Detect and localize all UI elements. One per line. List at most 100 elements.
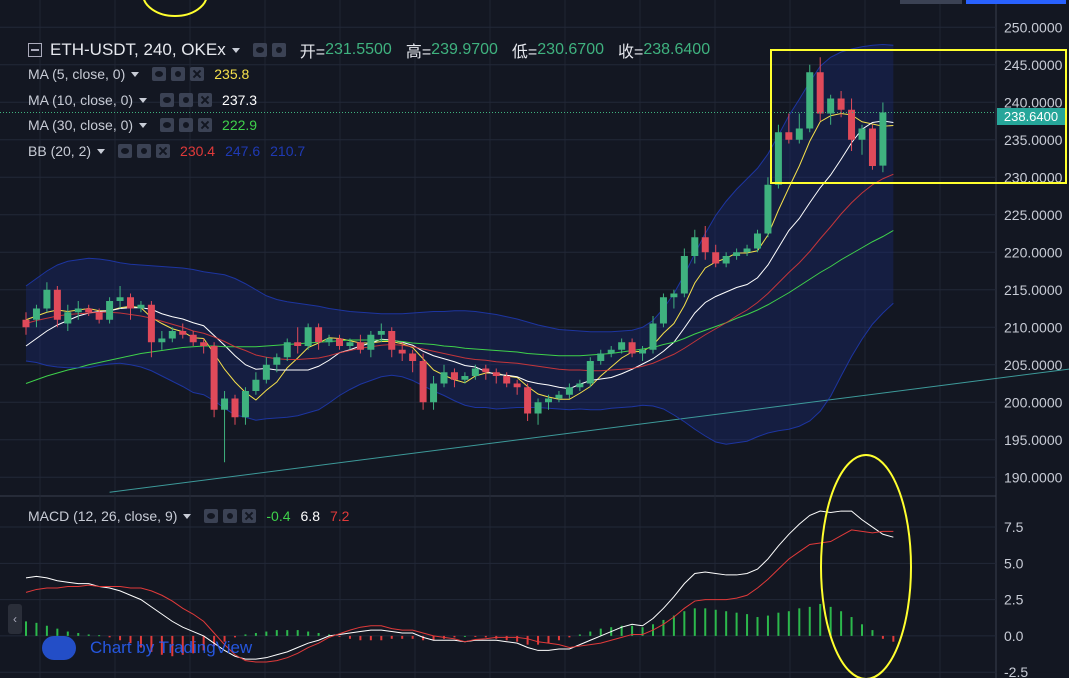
chevron-down-icon[interactable] [139, 97, 148, 103]
indicator-macd[interactable]: MACD (12, 26, close, 9) -0.4 6.8 7.2 [28, 508, 349, 524]
candle-body [85, 308, 93, 313]
gear-icon[interactable] [179, 93, 194, 107]
indicator-label[interactable]: MA (10, close, 0) [28, 92, 134, 108]
candle [106, 297, 114, 324]
macd-histogram-bar [881, 635, 884, 639]
candle [733, 248, 741, 260]
candle [53, 286, 61, 328]
gear-icon[interactable] [223, 509, 238, 523]
macd-hist-value: -0.4 [266, 508, 291, 524]
candle-body [816, 72, 824, 114]
close-icon[interactable] [242, 509, 257, 523]
gear-icon[interactable] [137, 144, 152, 158]
candle-body [879, 112, 887, 166]
candle-body [32, 308, 40, 320]
indicator-label[interactable]: MACD (12, 26, close, 9) [28, 508, 178, 524]
indicator-ma5[interactable]: MA (5, close, 0) 235.8 [28, 66, 249, 82]
gear-icon[interactable] [271, 43, 286, 57]
macd-histogram-bar [693, 608, 696, 636]
ma10-line [25, 120, 894, 390]
close-icon[interactable] [190, 67, 205, 81]
candle [440, 364, 448, 388]
macd-histogram-bar [223, 635, 226, 642]
candle [586, 357, 594, 388]
candle [450, 368, 458, 388]
candle [785, 113, 793, 144]
chevron-down-icon[interactable] [131, 71, 140, 77]
eye-icon[interactable] [118, 144, 133, 158]
candle-body [639, 349, 647, 354]
indicator-ma30[interactable]: MA (30, close, 0) 222.9 [28, 117, 257, 133]
eye-icon[interactable] [204, 509, 219, 523]
eye-icon[interactable] [252, 43, 267, 57]
symbol-title[interactable]: ETH-USDT, 240, OKEx [50, 40, 226, 59]
macd-histogram-bar [505, 635, 508, 641]
macd-histogram-bar [766, 615, 769, 636]
indicator-ma10[interactable]: MA (10, close, 0) 237.3 [28, 92, 257, 108]
candle [221, 391, 229, 463]
candle [628, 338, 636, 358]
signal-line [25, 529, 894, 663]
candle [367, 331, 375, 358]
candle-body [116, 297, 124, 301]
y-tick-label: 7.5 [1004, 519, 1024, 535]
close-icon[interactable] [198, 118, 213, 132]
eye-icon[interactable] [152, 67, 167, 81]
macd-histogram-bar [317, 633, 320, 636]
candle-body [189, 334, 197, 343]
macd-histogram-bar [808, 606, 811, 636]
sidebar-toggle[interactable]: ‹ [8, 604, 22, 634]
macd-histogram-bar [348, 635, 351, 639]
indicator-bb[interactable]: BB (20, 2) 230.4 247.6 210.7 [28, 143, 305, 159]
chevron-down-icon[interactable] [97, 148, 106, 154]
candle-body [618, 342, 626, 350]
macd-histogram-bar [181, 635, 184, 655]
last-price-label: 238.6400 [997, 108, 1065, 125]
toolbar-tab-active[interactable] [966, 0, 1066, 4]
candle-body [868, 128, 876, 166]
candle [576, 379, 584, 391]
candle-body [576, 383, 584, 388]
chevron-down-icon[interactable] [183, 513, 192, 519]
candle-body [22, 319, 30, 328]
indicator-label[interactable]: BB (20, 2) [28, 143, 92, 159]
macd-histogram-bar [359, 635, 362, 641]
candle-body [388, 331, 396, 350]
y-tick-label: -2.5 [1004, 664, 1028, 678]
y-tick-label: 215.0000 [1004, 282, 1063, 298]
collapse-icon[interactable] [28, 43, 42, 57]
toolbar-tab[interactable] [900, 0, 962, 4]
candle-body [231, 398, 239, 418]
macd-histogram-bar [547, 635, 550, 644]
indicator-value-lower: 210.7 [270, 143, 306, 159]
chevron-down-icon[interactable] [231, 47, 240, 53]
macd-histogram-bar [254, 633, 257, 636]
high-value: 239.9700 [431, 41, 498, 58]
bb-upper-line [25, 43, 894, 333]
macd-histogram-bar [662, 619, 665, 636]
candle-body [503, 376, 511, 384]
candle [691, 229, 699, 264]
candle [513, 379, 521, 395]
gear-icon[interactable] [179, 118, 194, 132]
chevron-down-icon[interactable] [139, 122, 148, 128]
eye-icon[interactable] [160, 118, 175, 132]
indicator-label[interactable]: MA (30, close, 0) [28, 117, 134, 133]
candle [524, 383, 532, 421]
eye-icon[interactable] [160, 93, 175, 107]
macd-histogram-bar [798, 608, 801, 636]
macd-histogram-bar [746, 614, 749, 636]
candle-body [147, 304, 155, 343]
macd-histogram-bar [777, 612, 780, 636]
gear-icon[interactable] [171, 67, 186, 81]
candle [712, 244, 720, 268]
indicator-value-upper: 247.6 [225, 143, 261, 159]
candle [147, 301, 155, 358]
close-icon[interactable] [198, 93, 213, 107]
indicator-label[interactable]: MA (5, close, 0) [28, 66, 126, 82]
close-icon[interactable] [156, 144, 171, 158]
candle [283, 338, 291, 361]
tradingview-watermark[interactable]: Chart by TradingView [42, 636, 252, 660]
candle [743, 244, 751, 256]
